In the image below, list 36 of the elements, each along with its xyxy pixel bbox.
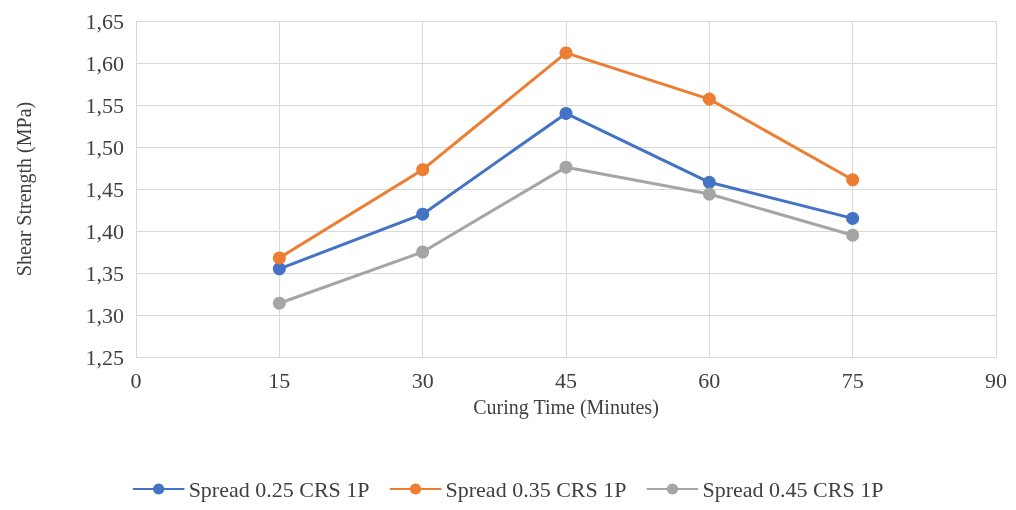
legend-label: Spread 0.25 CRS 1P [188, 476, 370, 502]
x-tick-label: 90 [985, 367, 1007, 393]
x-tick-label: 75 [841, 367, 864, 393]
x-axis-title: Curing Time (Minutes) [473, 396, 659, 419]
x-tick-label: 0 [130, 367, 142, 393]
point [846, 173, 860, 187]
y-tick-label: 1,50 [85, 134, 124, 160]
point [272, 251, 286, 265]
point [416, 245, 430, 259]
point [702, 187, 716, 201]
point [272, 296, 286, 310]
y-tick-label: 1,30 [85, 302, 124, 328]
y-axis-title: Shear Strength (MPa) [13, 101, 36, 277]
point [846, 211, 860, 225]
y-tick-label: 1,25 [85, 344, 124, 370]
x-tick-label: 15 [268, 367, 291, 393]
x-tick-label: 60 [698, 367, 721, 393]
x-tick-label: 30 [411, 367, 434, 393]
point [702, 175, 716, 189]
y-tick-label: 1,60 [85, 50, 124, 76]
point [416, 207, 430, 221]
y-tick-label: 1,45 [85, 176, 124, 202]
point [416, 163, 430, 177]
point [559, 106, 573, 120]
point [702, 92, 716, 106]
x-tick-label: 45 [555, 367, 577, 393]
y-tick-label: 1,40 [85, 218, 124, 244]
point [272, 262, 286, 276]
legend-label: Spread 0.35 CRS 1P [445, 476, 627, 502]
point [846, 228, 860, 242]
y-tick-label: 1,65 [85, 8, 124, 34]
y-tick-label: 1,35 [85, 260, 124, 286]
point [559, 160, 573, 174]
y-tick-label: 1,55 [85, 92, 124, 118]
point [559, 46, 573, 60]
legend-label: Spread 0.45 CRS 1P [702, 476, 884, 502]
